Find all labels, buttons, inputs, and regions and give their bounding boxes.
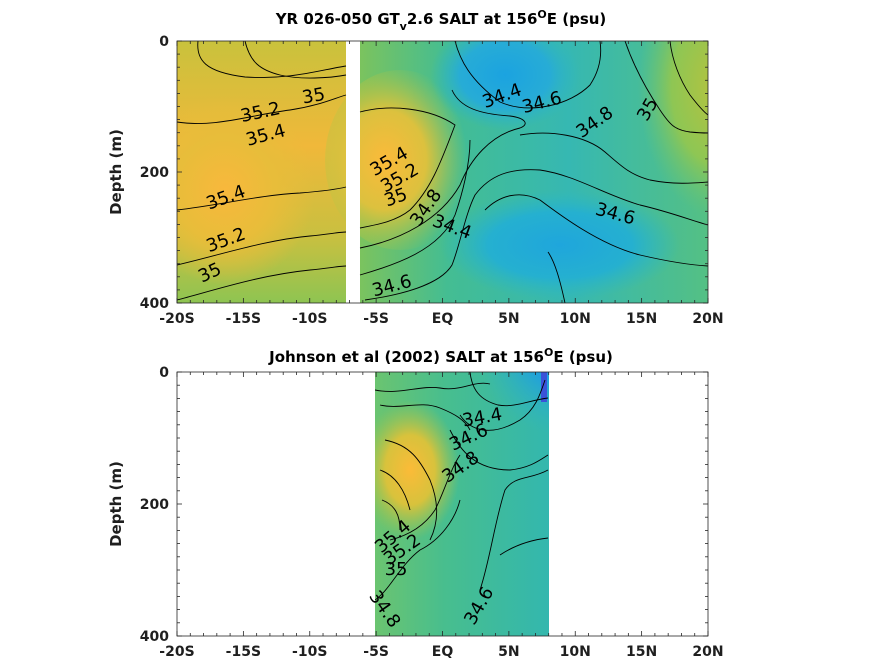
contour-line <box>624 41 708 134</box>
x-tick-label: 10N <box>560 311 591 327</box>
x-tick-label: -5S <box>363 644 389 660</box>
data-gap <box>346 41 360 303</box>
panel-obs-title: Johnson et al (2002) SALT at 156OE (psu) <box>268 346 613 366</box>
x-tick-label: -10S <box>292 311 327 327</box>
contour-lines-model <box>177 41 708 303</box>
contour-line <box>375 499 461 601</box>
y-tick-label: 200 <box>140 165 169 181</box>
x-tick-label: 10N <box>560 644 591 660</box>
x-tick-label: -10S <box>292 644 327 660</box>
y-tick-label: 0 <box>159 34 169 50</box>
contour-line <box>197 41 347 78</box>
x-tick-labels: -20S -15S -10S -5S EQ 5N 10N 15N 20N <box>159 311 723 327</box>
contour-line <box>519 132 708 184</box>
panel-model-title: YR 026-050 GTv2.6 SALT at 156OE (psu) <box>275 8 607 33</box>
contour-line <box>459 379 546 431</box>
field-low-salt-surface <box>430 41 580 130</box>
x-tick-label: -15S <box>226 644 261 660</box>
contour-line <box>389 454 461 541</box>
contour-line <box>359 89 526 249</box>
contour-line <box>177 94 347 125</box>
x-tick-label: -5S <box>363 311 389 327</box>
x-tick-label: 20N <box>692 311 723 327</box>
contour-line <box>177 231 347 266</box>
contour-lines-obs <box>375 372 549 601</box>
contour-line <box>499 537 549 556</box>
x-tick-label: EQ <box>432 311 454 327</box>
contour-line <box>469 372 549 407</box>
contour-line <box>364 169 708 301</box>
panel-observations: Johnson et al (2002) SALT at 156OE (psu) <box>107 346 724 660</box>
field-high-salt-equator <box>325 70 475 250</box>
y-tick-label: 400 <box>140 296 169 312</box>
contour-label: 35 <box>301 84 327 109</box>
contour-line <box>449 429 549 471</box>
x-tick-label: EQ <box>432 644 454 660</box>
y-axis-label: Depth (m) <box>107 129 125 215</box>
contour-line <box>359 107 456 229</box>
contour-line <box>454 41 602 109</box>
contour-line <box>375 382 491 392</box>
contour-line <box>177 265 347 301</box>
y-axis-label: Depth (m) <box>107 461 125 547</box>
field-min-salt <box>541 372 547 402</box>
axis-ticks <box>176 371 709 637</box>
contour-line <box>384 439 438 541</box>
contour-line <box>381 499 401 531</box>
contour-line <box>669 41 708 116</box>
y-tick-labels: 0 200 400 <box>140 365 169 645</box>
field-low-salt-subsurface <box>440 190 680 300</box>
salinity-field-model <box>177 41 708 303</box>
contour-line <box>359 139 471 276</box>
x-tick-labels: -20S -15S -10S -5S EQ 5N 10N 15N 20N <box>159 644 723 660</box>
contour-line <box>177 186 347 211</box>
x-tick-label: 5N <box>498 311 519 327</box>
salinity-field-obs <box>375 372 549 636</box>
x-tick-label: 15N <box>626 311 657 327</box>
field-high-salt-south <box>177 95 315 285</box>
y-tick-label: 200 <box>140 497 169 513</box>
x-tick-label: 15N <box>626 644 657 660</box>
field-low-salt <box>450 372 549 470</box>
contour-line <box>379 469 411 511</box>
axis-ticks <box>176 40 709 304</box>
y-tick-labels: 0 200 400 <box>140 34 169 312</box>
contour-line <box>547 251 566 303</box>
y-tick-label: 400 <box>140 629 169 645</box>
contour-label: 35 <box>385 559 408 580</box>
contour-line <box>244 41 347 79</box>
y-tick-label: 0 <box>159 365 169 381</box>
contour-line <box>379 404 471 431</box>
x-tick-label: 5N <box>498 644 519 660</box>
contour-line <box>484 194 708 267</box>
x-tick-label: -20S <box>159 311 194 327</box>
panel-model: YR 026-050 GTv2.6 SALT at 156OE (psu) <box>107 8 724 327</box>
field-high-salt-north <box>610 41 708 230</box>
field-high-salt <box>375 400 460 540</box>
x-tick-label: 20N <box>692 644 723 660</box>
x-tick-label: -15S <box>226 311 261 327</box>
x-tick-label: -20S <box>159 644 194 660</box>
contour-line <box>479 469 549 591</box>
